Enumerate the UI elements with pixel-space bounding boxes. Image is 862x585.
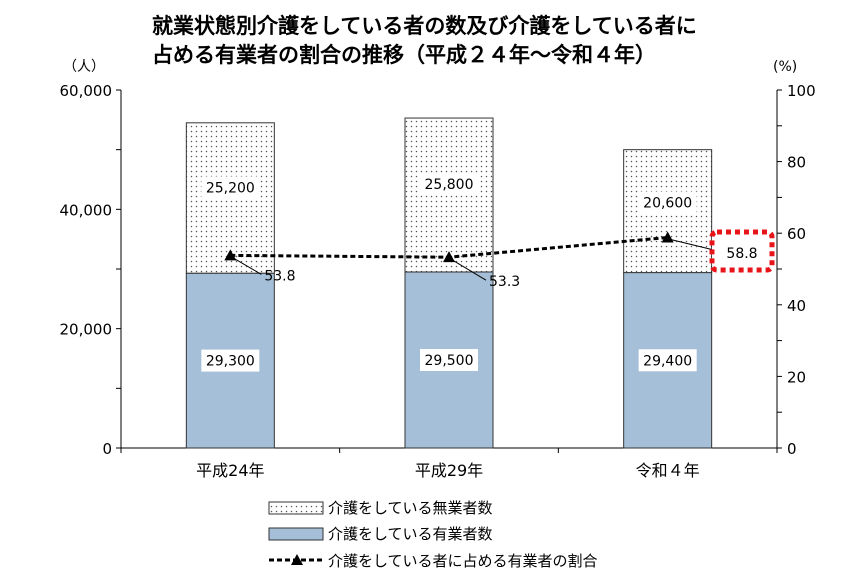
right-tick-label: 100 — [787, 82, 816, 100]
data-label-leader — [232, 256, 262, 275]
chart-title-line-2: 占める有業者の割合の推移（平成２４年～令和４年） — [152, 43, 656, 67]
data-label-ratio: 53.8 — [264, 268, 295, 284]
highlight-box — [709, 229, 775, 273]
legend-swatch-not-employed — [268, 501, 324, 515]
x-tick-label: 令和４年 — [636, 461, 700, 480]
legend-label-ratio: 介護をしている者に占める有業者の割合 — [328, 552, 598, 570]
x-tick-label: 平成24年 — [196, 461, 264, 480]
left-tick-label: 20,000 — [60, 321, 113, 339]
x-tick-label: 平成29年 — [415, 461, 483, 480]
data-label-box — [638, 349, 697, 372]
right-tick-label: 20 — [787, 368, 806, 386]
data-label-box — [638, 191, 697, 214]
data-label-employed: 29,500 — [425, 353, 474, 369]
bar-not-employed — [404, 117, 494, 273]
data-label-not-employed: 25,800 — [425, 177, 474, 193]
data-label-box — [201, 176, 260, 199]
data-label-employed: 29,300 — [206, 354, 255, 370]
data-label-box — [420, 348, 478, 371]
left-tick-label: 60,000 — [60, 82, 113, 100]
right-tick-label: 40 — [787, 297, 806, 315]
data-label-not-employed: 20,600 — [643, 196, 692, 212]
chart-title-line-1: 就業状態別介護をしている者の数及び介護をしている者に — [152, 14, 697, 38]
data-label-not-employed: 25,200 — [206, 180, 255, 196]
data-label-ratio: 58.8 — [726, 246, 757, 262]
legend-swatch-employed — [268, 527, 324, 541]
right-tick-label: 60 — [787, 225, 806, 243]
left-axis-unit: （人） — [63, 59, 105, 75]
legend-label-employed: 介護をしている有業者数 — [328, 525, 493, 543]
legend-label-not-employed: 介護をしている無業者数 — [328, 499, 493, 517]
chart-title: 就業状態別介護をしている者の数及び介護をしている者に 占める有業者の割合の推移（… — [152, 12, 792, 70]
right-tick-label: 80 — [787, 154, 806, 172]
left-tick-label: 0 — [102, 440, 112, 458]
right-axis-unit: (%) — [773, 59, 797, 75]
data-label-employed: 29,400 — [643, 353, 692, 369]
data-label-box — [201, 349, 260, 372]
right-tick-label: 0 — [787, 440, 797, 458]
legend-marker-ratio — [291, 554, 303, 565]
data-label-box — [420, 173, 478, 196]
left-tick-label: 40,000 — [60, 201, 113, 219]
data-label-leader — [450, 258, 487, 281]
data-label-ratio: 53.3 — [489, 274, 520, 290]
